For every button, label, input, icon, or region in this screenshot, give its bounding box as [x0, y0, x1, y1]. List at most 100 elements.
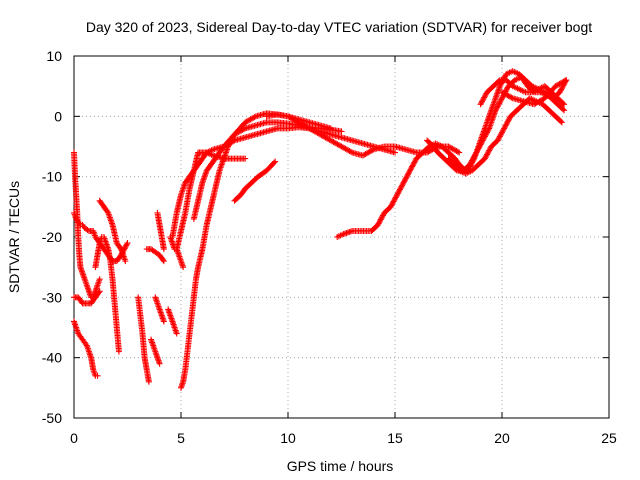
data-point — [409, 162, 416, 169]
data-point — [478, 99, 485, 106]
series-arc-17 — [190, 124, 398, 222]
data-point — [347, 148, 354, 155]
data-point — [145, 378, 152, 385]
data-point — [481, 155, 488, 162]
data-point — [405, 170, 412, 177]
data-point — [467, 162, 474, 169]
data-point — [558, 85, 565, 92]
data-point — [84, 226, 91, 233]
y-tick-label: -30 — [42, 289, 62, 305]
data-point — [399, 182, 406, 189]
series-arc-18 — [231, 158, 279, 204]
series-arc-16 — [173, 149, 249, 253]
data-point — [495, 136, 502, 143]
data-point — [272, 158, 279, 165]
data-point — [374, 221, 381, 228]
data-point — [377, 216, 384, 223]
data-markers — [71, 68, 570, 391]
data-point — [407, 166, 414, 173]
x-tick-label: 15 — [387, 430, 403, 446]
data-point — [559, 100, 566, 107]
data-point — [469, 158, 476, 165]
data-point — [240, 126, 247, 133]
data-point — [479, 97, 486, 104]
data-point — [123, 241, 130, 248]
x-tick-label: 20 — [494, 430, 510, 446]
data-point — [501, 125, 508, 132]
y-tick-label: 0 — [54, 108, 62, 124]
data-point — [406, 168, 413, 175]
y-tick-label: -20 — [42, 229, 62, 245]
data-point — [379, 212, 386, 219]
data-point — [379, 213, 386, 220]
data-point — [389, 199, 396, 206]
y-axis-label: SDTVAR / TECUs — [6, 181, 22, 293]
data-point — [160, 256, 167, 263]
series-arc-25 — [499, 77, 570, 108]
data-point — [411, 158, 418, 165]
data-point — [123, 242, 130, 249]
data-point — [392, 149, 398, 156]
data-point — [402, 175, 409, 182]
data-point — [558, 119, 565, 126]
series-arc-8 — [148, 336, 163, 367]
data-point — [482, 154, 489, 161]
data-point — [499, 95, 505, 102]
data-point — [486, 146, 493, 153]
data-point — [499, 128, 506, 135]
data-point — [408, 164, 415, 171]
data-point — [495, 78, 502, 85]
data-point — [561, 107, 568, 114]
series-arc-10 — [152, 294, 167, 325]
data-point — [251, 114, 258, 121]
series-arc-4 — [92, 234, 122, 355]
data-point — [391, 197, 398, 204]
data-point — [160, 258, 167, 265]
data-point — [501, 124, 508, 131]
data-point — [394, 190, 401, 197]
data-point — [96, 288, 103, 295]
data-point — [483, 152, 490, 159]
data-point — [563, 77, 570, 84]
data-point — [400, 179, 407, 186]
y-tick-label: -40 — [42, 350, 62, 366]
data-point — [477, 101, 484, 108]
data-point — [396, 187, 403, 194]
series-arc-19 — [263, 111, 463, 159]
data-point — [496, 83, 503, 90]
data-point — [484, 151, 491, 158]
data-point — [95, 289, 102, 296]
data-point — [411, 159, 418, 166]
data-point — [497, 132, 504, 139]
data-point — [230, 138, 237, 145]
data-point — [454, 148, 461, 155]
data-point — [559, 106, 566, 113]
series-arc-5 — [71, 288, 103, 307]
data-point — [160, 246, 167, 253]
x-tick-label: 10 — [280, 430, 296, 446]
data-point — [556, 89, 563, 96]
data-point — [484, 150, 491, 157]
series-arc-12 — [165, 306, 180, 337]
series-arc-24 — [477, 77, 568, 108]
series-arc-2 — [71, 149, 103, 301]
data-point — [470, 156, 477, 163]
series-arc-1 — [71, 318, 101, 379]
data-point — [486, 147, 493, 154]
data-point — [390, 198, 397, 205]
data-point — [557, 118, 564, 125]
data-point — [558, 86, 565, 93]
data-point — [495, 101, 502, 108]
y-tick-label: 10 — [46, 48, 62, 64]
data-point — [485, 148, 492, 155]
data-point — [376, 219, 383, 226]
data-point — [242, 155, 249, 162]
data-point — [504, 118, 511, 125]
data-point — [499, 93, 506, 100]
data-point — [479, 98, 486, 105]
data-point — [502, 122, 509, 129]
series-arc-9 — [143, 246, 167, 265]
y-tick-label: -50 — [42, 410, 62, 426]
data-point — [496, 100, 503, 107]
